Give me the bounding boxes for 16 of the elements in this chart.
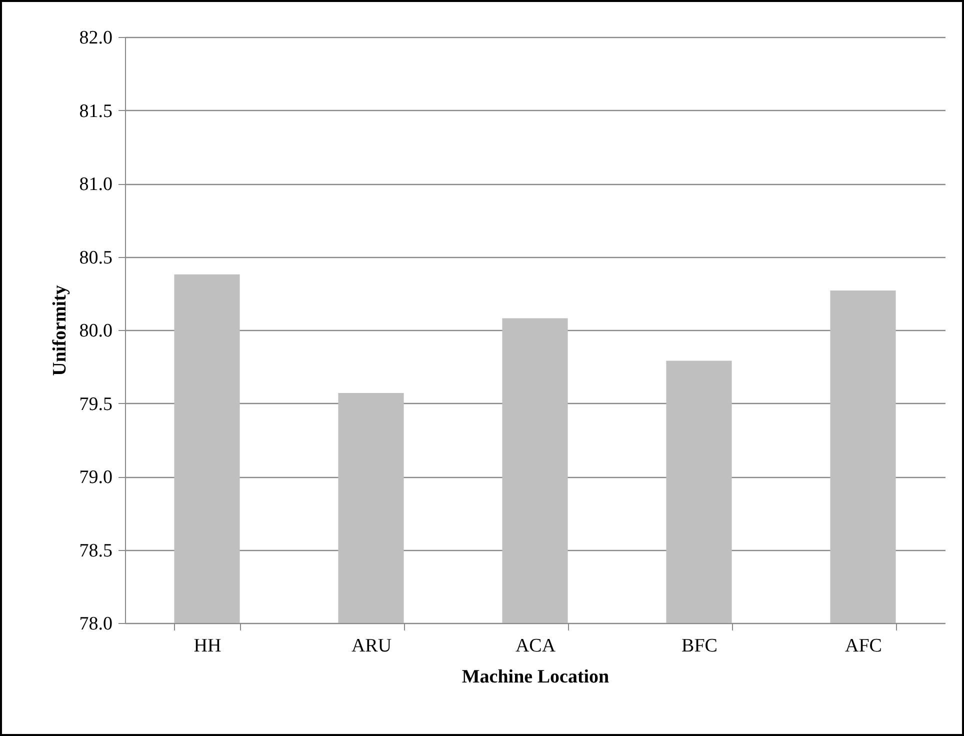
y-tick-label: 81.5 — [79, 100, 112, 122]
x-tick-label: BFC — [682, 636, 718, 656]
x-axis-title: Machine Location — [462, 666, 610, 688]
y-tick-label: 79.5 — [79, 394, 112, 415]
x-tick-label: HH — [194, 636, 222, 656]
y-axis-title: Uniformity — [49, 284, 70, 376]
x-tick-label: AFC — [845, 636, 882, 656]
y-tick-label: 81.0 — [79, 174, 112, 195]
x-tick-label: ARU — [351, 636, 392, 656]
y-tick-label: 78.5 — [79, 540, 112, 562]
y-tick-label: 79.0 — [79, 467, 112, 488]
y-tick-label: 80.5 — [79, 247, 112, 268]
x-tick-label: ACA — [515, 636, 556, 656]
y-tick-label: 82.0 — [79, 28, 112, 48]
y-tick-label: 80.0 — [79, 320, 112, 342]
y-tick-label: 78.0 — [79, 614, 112, 634]
